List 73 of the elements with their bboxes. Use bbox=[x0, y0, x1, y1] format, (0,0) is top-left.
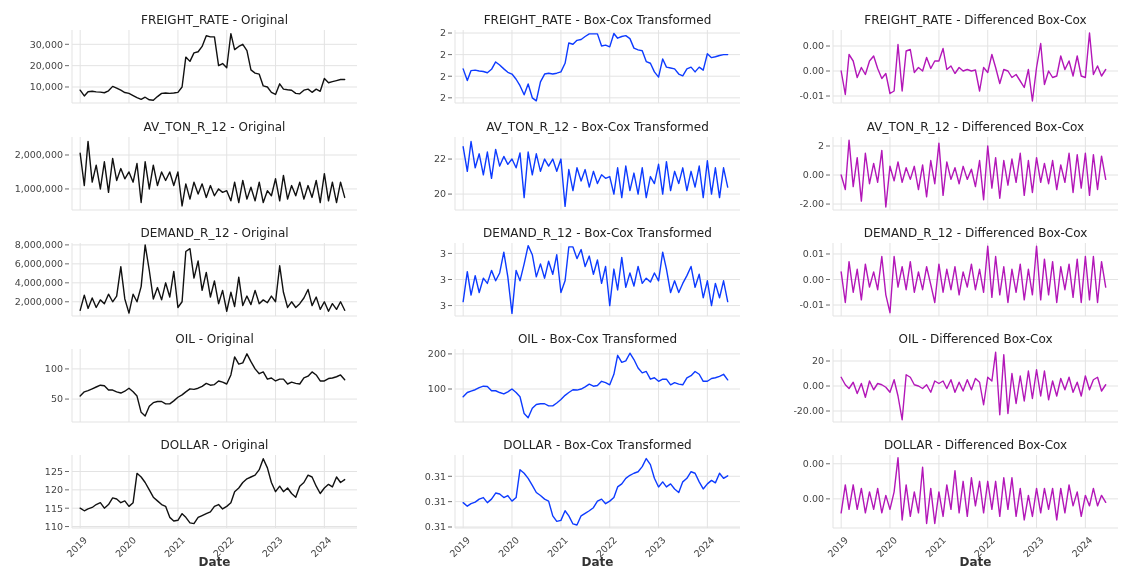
y-tick-label: 3 bbox=[439, 273, 446, 285]
line-series bbox=[79, 353, 346, 417]
line-series bbox=[840, 32, 1107, 102]
y-tick-label: -2.00 bbox=[799, 198, 824, 210]
chart-title: DEMAND_R_12 - Differenced Box-Cox bbox=[863, 226, 1088, 240]
y-tick-label: 10,000 bbox=[29, 81, 63, 93]
line-series bbox=[462, 457, 729, 526]
chart-title: DEMAND_R_12 - Original bbox=[140, 226, 289, 240]
y-tick-label: 50 bbox=[50, 393, 63, 405]
line-series bbox=[840, 245, 1107, 314]
y-tick-label: 3 bbox=[439, 299, 446, 311]
y-tick-label: 2,000,000 bbox=[14, 296, 63, 308]
chart-title: AV_TON_R_12 - Original bbox=[143, 120, 286, 134]
line-series bbox=[840, 351, 1107, 421]
y-tick-label: 100 bbox=[427, 383, 446, 395]
y-tick-label: -0.01 bbox=[799, 299, 824, 311]
chart-title: DOLLAR - Differenced Box-Cox bbox=[883, 438, 1068, 452]
chart-title: FREIGHT_RATE - Differenced Box-Cox bbox=[864, 13, 1087, 27]
y-tick-label: 2 bbox=[439, 27, 446, 39]
chart-title: FREIGHT_RATE - Original bbox=[141, 13, 288, 27]
y-tick-label: 4,000,000 bbox=[14, 277, 63, 289]
chart-title: AV_TON_R_12 - Differenced Box-Cox bbox=[866, 120, 1085, 134]
y-tick-label: 0.00 bbox=[802, 169, 824, 181]
y-tick-label: 125 bbox=[44, 465, 63, 477]
line-series bbox=[79, 244, 346, 314]
y-tick-label: 120 bbox=[44, 484, 63, 496]
y-tick-label: 100 bbox=[44, 363, 63, 375]
line-series bbox=[840, 139, 1107, 208]
chart-title: OIL - Differenced Box-Cox bbox=[898, 332, 1053, 346]
line-series bbox=[462, 244, 729, 315]
chart-title: AV_TON_R_12 - Box-Cox Transformed bbox=[486, 120, 709, 134]
y-tick-label: 20 bbox=[811, 355, 824, 367]
y-tick-label: 3 bbox=[439, 247, 446, 259]
line-series bbox=[462, 32, 729, 102]
y-tick-label: 0.00 bbox=[802, 65, 824, 77]
y-tick-label: 0.31 bbox=[424, 495, 446, 507]
line-series bbox=[79, 140, 346, 207]
y-tick-label: 2 bbox=[439, 92, 446, 104]
y-tick-label: 0.00 bbox=[802, 380, 824, 392]
y-tick-label: -0.01 bbox=[799, 90, 824, 102]
chart-title: DEMAND_R_12 - Box-Cox Transformed bbox=[483, 226, 712, 240]
line-series bbox=[462, 140, 729, 208]
y-tick-label: 2 bbox=[439, 48, 446, 60]
y-tick-label: 0.00 bbox=[802, 273, 824, 285]
y-tick-label: 8,000,000 bbox=[14, 239, 63, 251]
y-tick-label: 6,000,000 bbox=[14, 258, 63, 270]
y-tick-label: 2 bbox=[817, 140, 824, 152]
chart-title: OIL - Box-Cox Transformed bbox=[517, 332, 678, 346]
y-tick-label: -20.00 bbox=[793, 405, 824, 417]
y-tick-label: 20 bbox=[433, 188, 446, 200]
line-series bbox=[79, 32, 346, 101]
chart-title: OIL - Original bbox=[175, 332, 254, 346]
y-tick-label: 0.31 bbox=[424, 521, 446, 533]
y-tick-label: 30,000 bbox=[29, 38, 63, 50]
y-tick-label: 2 bbox=[439, 70, 446, 82]
y-tick-label: 0.00 bbox=[802, 40, 824, 52]
y-tick-label: 20,000 bbox=[29, 59, 63, 71]
y-tick-label: 0.31 bbox=[424, 470, 446, 482]
y-tick-label: 110 bbox=[44, 520, 63, 532]
y-tick-label: 0.01 bbox=[802, 248, 824, 260]
chart-title: FREIGHT_RATE - Box-Cox Transformed bbox=[483, 13, 712, 27]
line-series bbox=[462, 352, 729, 419]
chart-title: DOLLAR - Original bbox=[160, 438, 269, 452]
chart-title: DOLLAR - Box-Cox Transformed bbox=[503, 438, 692, 452]
y-tick-label: 1,000,000 bbox=[14, 183, 63, 195]
line-series bbox=[79, 457, 346, 525]
y-tick-label: 200 bbox=[427, 348, 446, 360]
y-tick-label: 0.00 bbox=[802, 493, 824, 505]
y-tick-label: 2,000,000 bbox=[14, 149, 63, 161]
y-tick-label: 0.00 bbox=[802, 458, 824, 470]
y-tick-label: 115 bbox=[44, 502, 63, 514]
line-series bbox=[840, 457, 1107, 525]
y-tick-label: 22 bbox=[433, 153, 446, 165]
